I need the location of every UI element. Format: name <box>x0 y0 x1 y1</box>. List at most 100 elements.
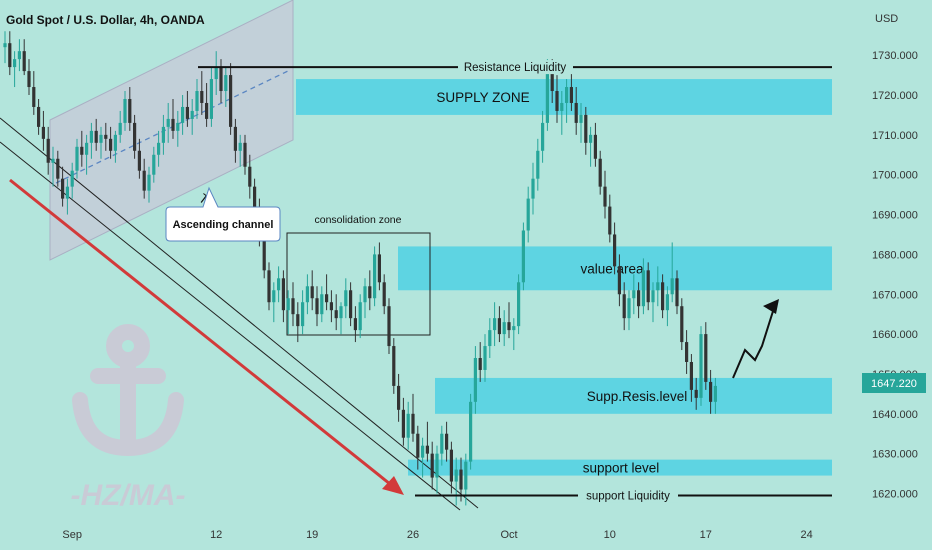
candle-body <box>507 322 511 331</box>
candle-body <box>339 306 343 319</box>
candle <box>464 453 468 506</box>
candle <box>661 274 665 319</box>
candle <box>296 302 300 343</box>
candle-body <box>622 294 626 319</box>
y-tick-label: 1720.000 <box>872 90 918 102</box>
candle-body <box>267 270 271 303</box>
red-arrow-head-icon <box>382 476 404 495</box>
candle-body <box>70 170 74 187</box>
candle-body <box>277 278 281 291</box>
candle <box>353 306 357 343</box>
candle-body <box>608 206 612 235</box>
candle <box>622 282 626 331</box>
candle-body <box>75 146 79 171</box>
candle <box>37 98 41 135</box>
candle-body <box>8 43 12 68</box>
candle <box>325 274 329 311</box>
candle <box>651 282 655 323</box>
candle <box>387 298 391 355</box>
candle-body <box>113 134 117 151</box>
y-tick-label: 1700.000 <box>872 170 918 182</box>
last-price-value: 1647.220 <box>871 378 917 390</box>
candle <box>17 39 21 72</box>
candle <box>512 318 516 351</box>
red-trend-arrow <box>9 178 401 494</box>
candle <box>493 302 497 347</box>
candle-body <box>397 385 401 410</box>
candle <box>32 71 36 115</box>
candle-body <box>459 469 463 490</box>
candle <box>137 138 141 179</box>
candle <box>536 138 540 191</box>
candle <box>555 75 559 123</box>
candle <box>229 63 233 135</box>
supp-resis-zone-label: Supp.Resis.level <box>587 389 688 404</box>
candle-body <box>37 106 41 127</box>
candle-body <box>483 346 487 370</box>
candle-body <box>512 326 516 331</box>
candle-body <box>488 330 492 347</box>
candle <box>656 266 660 307</box>
candle-body <box>133 122 137 151</box>
candle <box>488 318 492 359</box>
candle-body <box>517 282 521 327</box>
candle-body <box>478 358 482 370</box>
candle <box>233 118 237 163</box>
candle-body <box>51 158 55 163</box>
candle <box>454 457 458 506</box>
candle-body <box>541 122 545 151</box>
candle-body <box>521 230 525 283</box>
candle <box>176 110 180 147</box>
candle <box>152 146 156 183</box>
candle-body <box>704 334 708 382</box>
currency-label: USD <box>875 13 898 25</box>
candle <box>665 286 669 327</box>
candle-body <box>123 98 127 123</box>
candle-body <box>632 290 636 299</box>
candle-body <box>3 43 7 48</box>
candle <box>382 274 386 315</box>
candle-body <box>27 71 31 88</box>
candle <box>541 110 545 163</box>
candle <box>377 242 381 291</box>
candle-body <box>243 142 247 167</box>
consolidation-label: consolidation zone <box>315 214 402 226</box>
value-area-label: value area <box>580 261 644 276</box>
candle <box>565 79 569 123</box>
candle <box>3 31 7 64</box>
candle-body <box>685 342 689 362</box>
candle <box>248 154 252 199</box>
x-tick-label: 24 <box>800 529 812 541</box>
candle-body <box>387 306 391 347</box>
candle <box>401 397 405 446</box>
candle <box>680 298 684 351</box>
y-tick-label: 1680.000 <box>872 249 918 261</box>
candle-body <box>445 433 449 450</box>
y-tick-label: 1620.000 <box>872 489 918 501</box>
candle-body <box>358 302 362 331</box>
candle <box>497 306 501 343</box>
candle <box>675 270 679 315</box>
candle-body <box>613 234 617 267</box>
candle-body <box>454 469 458 482</box>
support-liquidity-label: support Liquidity <box>586 490 670 502</box>
supply-zone-band <box>296 79 832 115</box>
candle <box>646 262 650 311</box>
candle-body <box>190 110 194 119</box>
x-tick-label: 19 <box>306 529 318 541</box>
candle-body <box>593 134 597 159</box>
candle-body <box>166 118 170 127</box>
candle-body <box>646 270 650 303</box>
candle-body <box>291 298 295 315</box>
candle-body <box>286 298 290 311</box>
candle-body <box>641 270 645 307</box>
candle-body <box>272 290 276 303</box>
candle-body <box>363 286 367 303</box>
candle <box>286 290 290 335</box>
candle-body <box>224 75 228 92</box>
candle-body <box>584 114 588 143</box>
candle-body <box>536 150 540 179</box>
candle <box>157 130 161 167</box>
candle-body <box>315 298 319 315</box>
